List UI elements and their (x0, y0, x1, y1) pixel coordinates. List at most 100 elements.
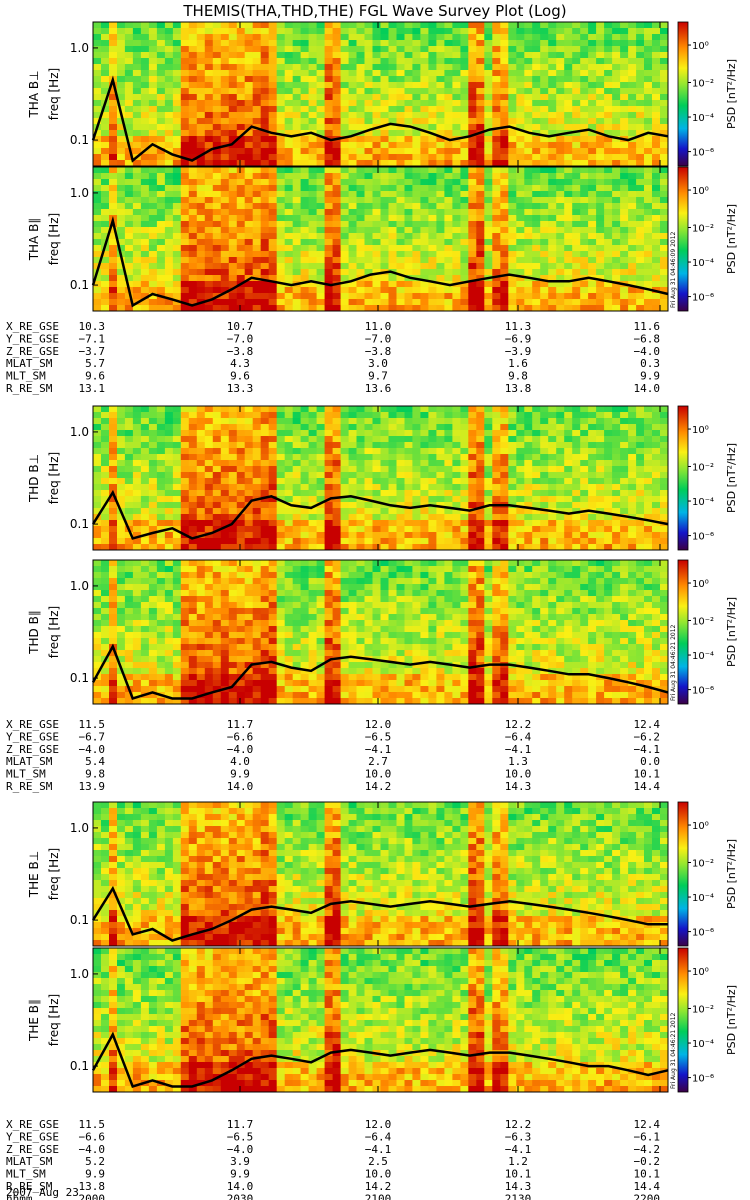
spectrogram-cell (412, 28, 421, 35)
spectrogram-cell (580, 227, 589, 234)
spectrogram-cell (436, 484, 445, 491)
spectrogram-cell (548, 257, 557, 264)
spectrogram-cell (588, 160, 597, 167)
spectrogram-cell (236, 76, 246, 83)
spectrogram-cell (180, 436, 190, 443)
spectrogram-cell (300, 436, 309, 443)
spectrogram-cell (180, 76, 190, 83)
spectrogram-cell (164, 197, 174, 204)
spectrogram-cell (132, 22, 142, 29)
spectrogram-cell (356, 269, 365, 276)
spectrogram-cell (556, 28, 565, 35)
spectrogram-cell (476, 412, 485, 419)
spectrogram-cell (164, 100, 174, 107)
spectrogram-cell (93, 502, 102, 509)
spectrogram-cell (348, 460, 357, 467)
spectrogram-cell (252, 472, 262, 479)
spectrogram-cell (444, 514, 453, 521)
spectrogram-cell (404, 52, 413, 59)
spectrogram-cell (101, 215, 110, 222)
spectrogram-cell (244, 124, 254, 131)
spectrogram-cell (308, 269, 317, 276)
spectrogram-cell (236, 221, 246, 228)
spectrogram-cell (172, 478, 182, 485)
spectrogram-cell (484, 478, 493, 485)
spectrogram-cell (148, 100, 158, 107)
spectrogram-cell (196, 215, 206, 222)
spectrogram-cell (252, 233, 262, 240)
spectrogram-cell (117, 179, 126, 186)
spectrogram-cell (93, 106, 102, 113)
spectrogram-cell (268, 52, 278, 59)
spectrogram-cell (612, 305, 621, 312)
spectrogram-cell (284, 269, 294, 276)
spectrogram-cell (228, 424, 238, 431)
spectrogram-cell (220, 203, 230, 210)
spectrogram-cell (516, 160, 525, 167)
spectrogram-cell (572, 233, 581, 240)
spectrogram-cell (628, 203, 637, 210)
spectrogram-cell (516, 40, 525, 47)
spectrogram-cell (476, 251, 485, 258)
spectrogram-cell (220, 233, 230, 240)
spectrogram-cell (452, 22, 461, 29)
spectrogram-cell (244, 263, 254, 270)
spectrogram-cell (460, 22, 469, 29)
spectrogram-cell (460, 197, 469, 204)
spectrogram-cell (404, 269, 413, 276)
spectrogram-cell (620, 239, 629, 246)
spectrogram-cell (396, 281, 405, 288)
spectrogram-cell (164, 275, 174, 282)
spectrogram-cell (212, 299, 222, 306)
spectrogram-cell (484, 281, 493, 288)
spectrogram-cell (124, 148, 134, 155)
spectrogram-cell (460, 76, 469, 83)
spectrogram-cell (508, 293, 517, 300)
spectrogram-cell (380, 406, 389, 413)
spectrogram-cell (180, 269, 190, 276)
spectrogram-cell (180, 203, 190, 210)
spectrogram-cell (444, 406, 453, 413)
spectrogram-cell (364, 46, 373, 53)
spectrogram-cell (396, 239, 405, 246)
spectrogram-cell (556, 454, 565, 461)
spectrogram-cell (588, 124, 597, 131)
spectrogram-cell (540, 299, 549, 306)
spectrogram-cell (388, 305, 397, 312)
spectrogram-cell (124, 191, 134, 198)
spectrogram-cell (236, 88, 246, 95)
spectrogram-cell (164, 442, 174, 449)
spectrogram-cell (396, 257, 405, 264)
spectrogram-cell (340, 418, 349, 425)
spectrogram-cell (244, 448, 254, 455)
spectrogram-cell (596, 167, 605, 174)
spectrogram-cell (388, 160, 397, 167)
spectrogram-cell (220, 436, 230, 443)
spectrogram-cell (452, 508, 461, 515)
spectrogram-cell (468, 106, 477, 113)
spectrogram-cell (300, 418, 309, 425)
spectrogram-cell (324, 532, 333, 539)
spectrogram-cell (180, 454, 190, 461)
spectrogram-cell (548, 233, 557, 240)
spectrogram-cell (244, 40, 254, 47)
spectrogram-cell (660, 124, 669, 131)
spectrogram-cell (148, 406, 158, 413)
spectrogram-cell (604, 221, 613, 228)
spectrogram-cell (452, 418, 461, 425)
spectrogram-cell (452, 287, 461, 294)
spectrogram-cell (452, 58, 461, 65)
spectrogram-cell (652, 58, 661, 65)
spectrogram-cell (420, 227, 429, 234)
spectrogram-cell (156, 526, 166, 533)
spectrogram-cell (428, 28, 437, 35)
spectrogram-cell (188, 239, 198, 246)
spectrogram-cell (412, 173, 421, 180)
spectrogram-cell (444, 221, 453, 228)
spectrogram-cell (508, 484, 517, 491)
spectrogram-cell (356, 40, 365, 47)
spectrogram-cell (164, 520, 174, 527)
spectrogram-cell (228, 496, 238, 503)
spectrogram-cell (420, 64, 429, 71)
spectrogram-cell (436, 460, 445, 467)
